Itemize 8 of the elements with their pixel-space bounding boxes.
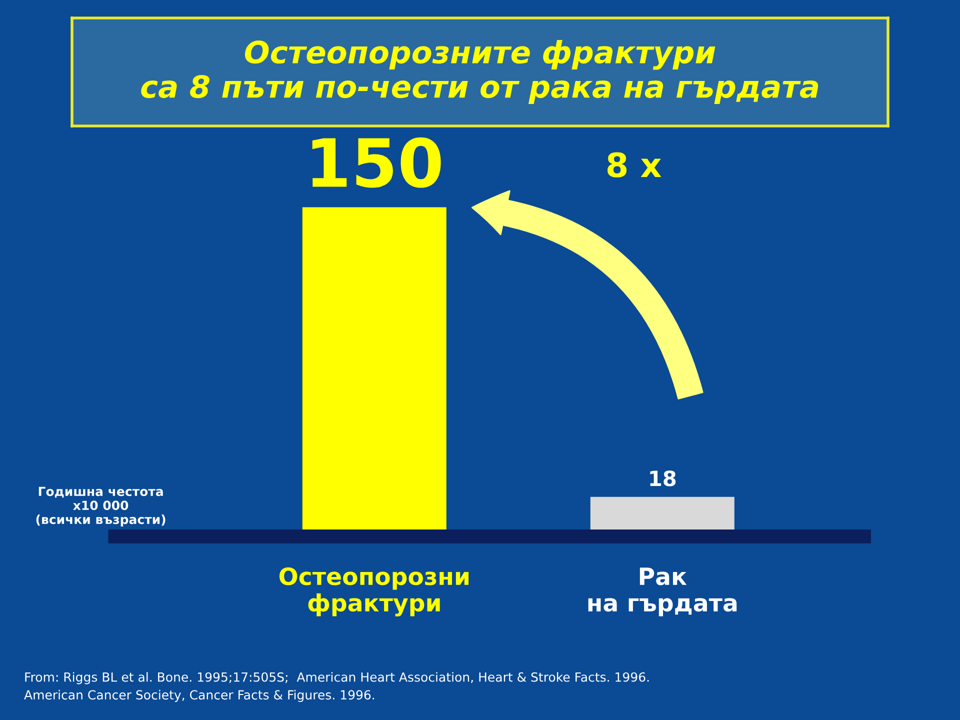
chart-title: Остеопорозните фрактури са 8 пъти по-чести от рака на гърдата [141,40,818,104]
data-label: 150 [312,137,441,188]
text: 8 x [607,152,662,178]
x-tick-label: Остеопорозни фрактури [279,567,469,616]
x-tick-label: Рак на гърдата [588,568,737,616]
text: From: Riggs BL et al. Bone. 1995;17:505S; American Heart Association, Heart & Stroke Facts. 1996. American Cancer Society, Cancer Facts & Figures. 1996. [24,672,649,702]
y-axis-title: Годишна честота x10 000 (всички възрасти) [36,486,166,527]
data-label: 18 [650,470,676,486]
